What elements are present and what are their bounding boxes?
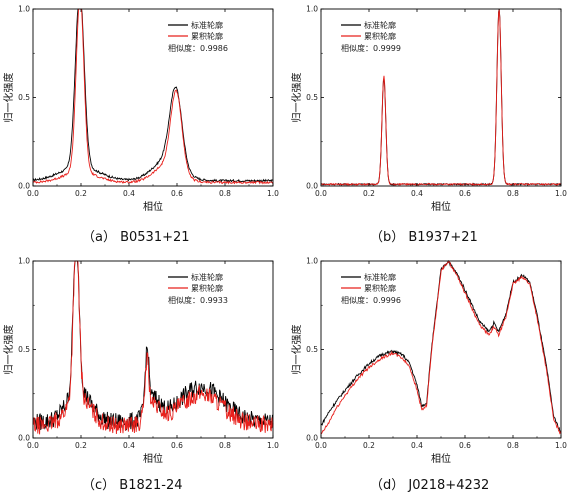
series-line-a-1 [32,8,274,185]
series-line-d-0 [320,259,561,432]
x-tick-label-c-5: 1.0 [267,441,279,450]
chart-panel-d: 0.0 0.2 0.4 0.6 0.8 1.0 0.0 0.5 1.0 相位 归一化强度 标准轮廓累积… [290,257,567,466]
chart-panel-b: 0.0 0.2 0.4 0.6 0.8 1.0 0.0 0.5 1.0 相位 归一化强度 标准轮廓累积… [290,5,567,214]
x-axis-label-c: 相位 [143,452,163,465]
similarity-label-a: 相似度：0.9986 [168,43,228,53]
x-tick-label-b-1: 0.2 [363,189,375,198]
legend-label-d-1: 累积轮廓 [364,283,396,293]
similarity-label-d: 相似度：0.9996 [341,295,401,305]
x-axis-label-b: 相位 [431,200,451,213]
series-line-c-1 [32,260,274,435]
x-tick-label-d-2: 0.4 [411,441,423,450]
y-tick-label-c-1: 0.5 [18,345,30,354]
x-tick-label-d-5: 1.0 [555,441,567,450]
x-tick-label-c-3: 0.6 [171,441,183,450]
y-tick-label-b-2: 1.0 [306,5,318,14]
x-tick-label-b-2: 0.4 [411,189,423,198]
x-tick-label-c-2: 0.4 [123,441,135,450]
similarity-label-b: 相似度：0.9999 [341,43,401,53]
series-line-b-1 [320,9,562,186]
legend-label-b-1: 累积轮廓 [364,31,396,41]
legend-label-a-1: 累积轮廓 [191,31,223,41]
caption-b: （b） B1937+21 [370,230,478,245]
x-tick-label-c-1: 0.2 [75,441,87,450]
y-axis-label-d: 归一化强度 [290,325,303,375]
y-tick-label-a-2: 1.0 [18,5,30,14]
series-line-d-1 [320,260,562,435]
legend-label-a-0: 标准轮廓 [191,20,223,30]
y-tick-label-c-0: 0.0 [18,434,30,443]
x-tick-label-d-0: 0.0 [315,441,327,450]
x-tick-label-b-5: 1.0 [555,189,567,198]
legend-label-c-0: 标准轮廓 [191,272,223,282]
y-axis-label-c: 归一化强度 [2,325,15,375]
y-tick-label-b-1: 0.5 [306,93,318,102]
x-tick-label-b-0: 0.0 [315,189,327,198]
caption-a: （a） B0531+21 [82,230,190,245]
x-tick-label-d-4: 0.8 [507,441,519,450]
x-tick-label-d-3: 0.6 [459,441,471,450]
x-tick-label-b-3: 0.6 [459,189,471,198]
legend-label-c-1: 累积轮廓 [191,283,223,293]
chart-panel-a: 0.0 0.2 0.4 0.6 0.8 1.0 0.0 0.5 1.0 相位 归一化强度 标准轮廓累积… [2,5,279,214]
y-tick-label-d-0: 0.0 [306,434,318,443]
series-line-a-0 [32,8,274,183]
legend-label-b-0: 标准轮廓 [364,20,396,30]
y-tick-label-a-0: 0.0 [18,182,30,191]
x-axis-label-a: 相位 [143,200,163,213]
x-tick-label-a-2: 0.4 [123,189,135,198]
y-axis-label-b: 归一化强度 [290,73,303,123]
x-tick-label-a-0: 0.0 [27,189,39,198]
y-tick-label-d-1: 0.5 [306,345,318,354]
x-tick-label-b-4: 0.8 [507,189,519,198]
x-tick-label-c-4: 0.8 [219,441,231,450]
similarity-label-c: 相似度：0.9933 [168,295,228,305]
x-tick-label-a-3: 0.6 [171,189,183,198]
x-tick-label-a-5: 1.0 [267,189,279,198]
x-tick-label-c-0: 0.0 [27,441,39,450]
y-tick-label-d-2: 1.0 [306,257,318,266]
legend-label-d-0: 标准轮廓 [364,272,396,282]
y-tick-label-c-2: 1.0 [18,257,30,266]
chart-panel-c: 0.0 0.2 0.4 0.6 0.8 1.0 0.0 0.5 1.0 相位 归一化强度 标准轮廓累积… [2,257,279,466]
caption-c: （c） B1821-24 [82,478,183,493]
series-line-b-0 [320,8,562,186]
caption-d: （d） J0218+4232 [370,478,490,493]
x-tick-label-d-1: 0.2 [363,441,375,450]
y-tick-label-b-0: 0.0 [306,182,318,191]
x-tick-label-a-4: 0.8 [219,189,231,198]
y-axis-label-a: 归一化强度 [2,73,15,123]
y-tick-label-a-1: 0.5 [18,93,30,102]
x-tick-label-a-1: 0.2 [75,189,87,198]
x-axis-label-d: 相位 [431,452,451,465]
